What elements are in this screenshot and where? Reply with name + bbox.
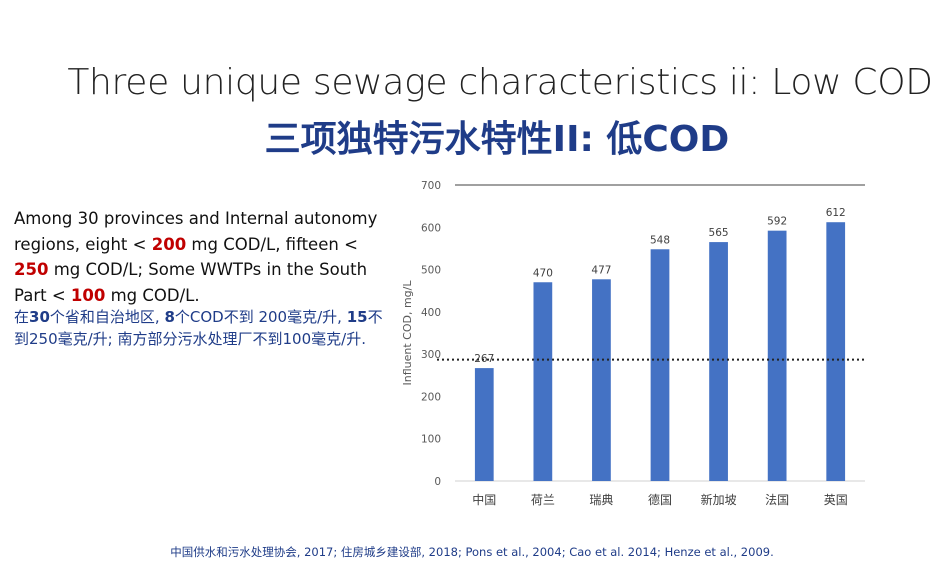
body-en-highlight: 250 [14, 260, 49, 279]
x-tick-label: 法国 [765, 493, 789, 507]
y-tick-label: 200 [421, 391, 441, 403]
data-label: 565 [709, 227, 729, 239]
slide-title-zh: 三项独特污水特性II: 低COD [264, 119, 730, 160]
data-label: 592 [767, 216, 787, 228]
slide-title-en: Three unique sewage characteristics ii: … [67, 62, 933, 103]
x-tick-label: 荷兰 [531, 493, 555, 507]
body-zh-text: 个省和自治地区, [49, 308, 165, 326]
body-text-en: Among 30 provinces and Internal autonomy… [14, 206, 394, 308]
y-tick-label: 500 [421, 265, 441, 277]
body-en-text: mg COD/L; Some WWTPs in the South Part < [14, 260, 368, 305]
body-zh-bold: 8 [164, 308, 175, 326]
body-zh-text: 不到250毫克/升; 南方部分污水处理厂不到100毫克/升. [14, 308, 383, 348]
body-zh-bold: 15 [346, 308, 368, 326]
x-tick-label: 英国 [824, 493, 848, 507]
x-tick-label: 新加坡 [701, 492, 737, 507]
body-zh-text: 个COD不到 200毫克/升, [174, 308, 347, 326]
x-tick-label: 德国 [648, 492, 672, 507]
data-label: 477 [591, 264, 611, 276]
data-label: 548 [650, 234, 670, 246]
bar-0 [474, 368, 494, 481]
body-zh-bold: 30 [29, 308, 50, 326]
body-en-text: mg COD/L, fifteen < [186, 234, 358, 254]
y-tick-label: 0 [434, 476, 441, 488]
bar-3 [650, 249, 670, 481]
references-footer: 中国供水和污水处理协会, 2017; 住房城乡建设部, 2018; Pons e… [170, 545, 774, 559]
y-tick-label: 100 [421, 434, 441, 446]
body-zh-text: 在 [14, 308, 30, 326]
y-tick-label: 700 [421, 180, 441, 192]
y-tick-label: 600 [421, 222, 441, 234]
bar-6 [826, 222, 846, 481]
body-en-highlight: 200 [151, 234, 187, 254]
data-label: 470 [533, 267, 553, 279]
data-label: 612 [826, 207, 846, 219]
body-text-zh: 在30个省和自治地区, 8个COD不到 200毫克/升, 15不到250毫克/升… [14, 306, 389, 350]
x-tick-label: 瑞典 [589, 493, 613, 507]
y-tick-label: 300 [421, 349, 441, 361]
body-en-highlight: 100 [70, 285, 106, 305]
bar-4 [709, 242, 728, 481]
cod-bar-chart: 0 100 200 300 400 500 600 700 Influent COD, mg/L… [401, 180, 865, 507]
data-label: 267 [474, 353, 494, 365]
bar-2 [592, 279, 611, 481]
y-axis-title: Influent COD, mg/L [401, 280, 414, 386]
body-en-text: mg COD/L. [105, 285, 200, 305]
y-tick-label: 400 [421, 307, 441, 319]
bar-5 [767, 230, 787, 481]
bar-1 [533, 282, 553, 481]
body-en-text: Among 30 provinces and Internal autonomy… [14, 209, 378, 254]
x-tick-label: 中国 [472, 492, 496, 507]
